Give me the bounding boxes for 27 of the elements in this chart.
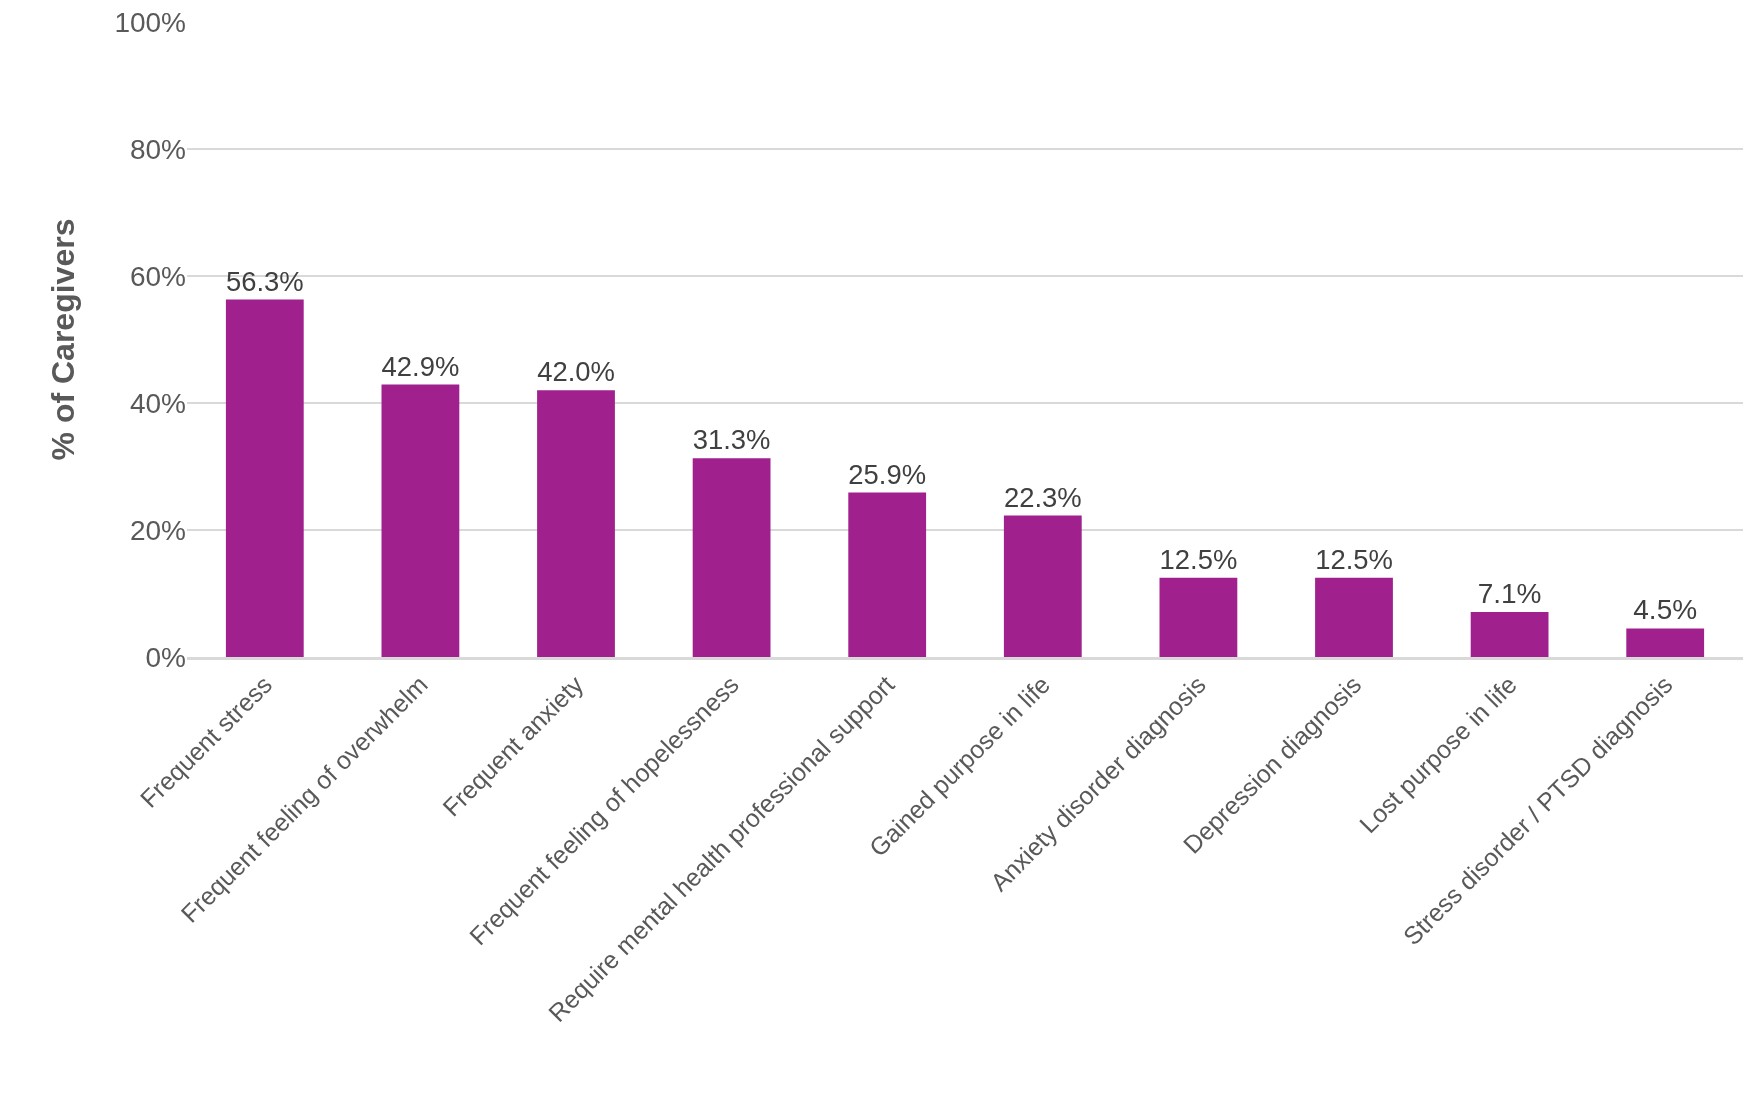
data-label: 42.9% bbox=[381, 350, 460, 382]
y-tick-label: 40% bbox=[129, 387, 186, 419]
data-label: 25.9% bbox=[848, 458, 927, 490]
y-tick-label: 20% bbox=[129, 514, 186, 546]
bar bbox=[381, 384, 460, 657]
bar bbox=[537, 390, 615, 657]
data-label: 12.5% bbox=[1315, 543, 1393, 575]
data-label: 42.0% bbox=[537, 356, 615, 388]
bar bbox=[1003, 515, 1082, 657]
data-label: 4.5% bbox=[1633, 594, 1698, 626]
data-label: 31.3% bbox=[692, 424, 771, 456]
data-label: 12.5% bbox=[1159, 543, 1238, 575]
y-tick-label: 60% bbox=[129, 260, 186, 292]
data-label: 22.3% bbox=[1003, 481, 1082, 513]
bar bbox=[1315, 577, 1393, 657]
y-tick-label: 0% bbox=[145, 641, 186, 673]
data-label: 7.1% bbox=[1477, 577, 1542, 609]
bar bbox=[1470, 611, 1549, 657]
bar bbox=[225, 299, 304, 657]
bar bbox=[848, 492, 927, 657]
y-axis-title: % of Caregivers bbox=[44, 218, 81, 461]
y-tick-label: 80% bbox=[129, 133, 186, 165]
bar bbox=[1159, 577, 1238, 657]
data-label: 56.3% bbox=[225, 265, 304, 297]
y-tick-label: 100% bbox=[114, 6, 186, 38]
bar bbox=[692, 458, 771, 657]
bar bbox=[1626, 628, 1705, 657]
